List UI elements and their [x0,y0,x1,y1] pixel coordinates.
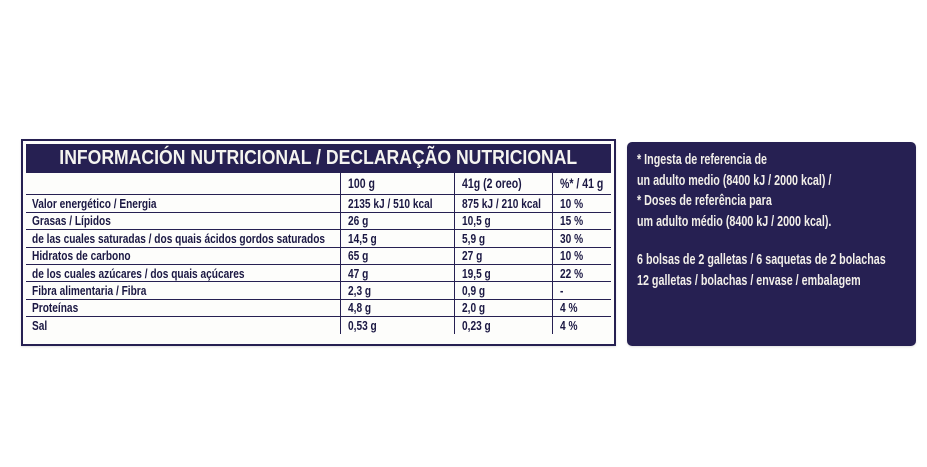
row-label: Grasas / Lípidos [32,213,111,229]
row-label: Proteínas [32,300,79,316]
value-percent: 30 % [551,230,612,247]
value-41g: 5,9 g [453,230,552,247]
value-41g: 27 g [453,247,552,264]
note-line: um adulto médio (8400 kJ / 2000 kcal). [637,213,832,230]
reference-note-panel: * Ingesta de referencia de un adulto med… [627,142,916,346]
package-contents-note: 6 bolsas de 2 galletas / 6 saquetas de 2… [637,250,908,291]
value-100g: 47 g [339,264,454,282]
value-100g: 2135 kJ / 510 kcal [339,195,454,212]
column-header-41g: 41g (2 oreo) [453,173,552,195]
column-header-row: 100 g 41g (2 oreo) %* / 41 g [26,173,611,196]
row-label: Fibra alimentaria / Fibra [32,283,147,299]
note-line: * Doses de referência para [637,193,772,209]
value-percent: 4 % [551,317,612,334]
value-percent: 10 % [551,195,612,212]
table-row: Fibra alimentaria / Fibra 2,3 g 0,9 g - [26,282,612,300]
value-percent: 10 % [551,247,612,264]
row-label: Sal [32,317,48,333]
note-line: 12 galletas / bolachas / envase / embala… [637,272,861,289]
row-label: de los cuales azúcares / dos quais açúca… [32,265,245,281]
value-41g: 0,23 g [453,317,552,334]
row-label: Valor energético / Energia [32,196,157,212]
column-header-percent: %* / 41 g [551,173,616,195]
note-line: un adulto medio (8400 kJ / 2000 kcal) / [637,172,832,189]
value-100g: 26 g [339,212,454,230]
value-100g: 0,53 g [339,317,454,334]
value-100g: 14,5 g [339,230,454,247]
value-41g: 19,5 g [453,264,552,282]
value-41g: 875 kJ / 210 kcal [453,195,552,212]
value-100g: 4,8 g [339,299,454,317]
nutrition-table: INFORMACIÓN NUTRICIONAL / DECLARAÇÃO NUT… [21,139,616,346]
value-41g: 2,0 g [453,299,552,317]
value-41g: 0,9 g [453,282,552,299]
table-row: Grasas / Lípidos 26 g 10,5 g 15 % [26,212,612,231]
table-row: Valor energético / Energia 2135 kJ / 510… [26,195,612,213]
note-line: * Ingesta de referencia de [637,152,768,168]
table-title: INFORMACIÓN NUTRICIONAL / DECLARAÇÃO NUT… [59,147,578,169]
table-title-bar: INFORMACIÓN NUTRICIONAL / DECLARAÇÃO NUT… [26,144,611,173]
value-100g: 2,3 g [339,282,454,299]
value-percent: - [551,282,612,299]
value-percent: 4 % [551,299,612,317]
table-row: Proteínas 4,8 g 2,0 g 4 % [26,299,612,318]
table-row: de los cuales azúcares / dos quais açúca… [26,264,612,283]
reference-intake-note: * Ingesta de referencia de un adulto med… [637,150,908,232]
value-percent: 15 % [551,212,612,230]
table-row: de las cuales saturadas / dos quais ácid… [26,230,612,248]
column-header-blank [26,173,340,194]
column-header-100g: 100 g [339,173,454,195]
table-row: Sal 0,53 g 0,23 g 4 % [26,317,612,334]
row-label: Hidratos de carbono [32,248,131,264]
note-line: 6 bolsas de 2 galletas / 6 saquetas de 2… [637,252,886,268]
value-100g: 65 g [339,247,454,264]
table-row: Hidratos de carbono 65 g 27 g 10 % [26,247,612,265]
value-percent: 22 % [551,264,612,282]
row-label: de las cuales saturadas / dos quais ácid… [32,230,326,246]
value-41g: 10,5 g [453,212,552,230]
